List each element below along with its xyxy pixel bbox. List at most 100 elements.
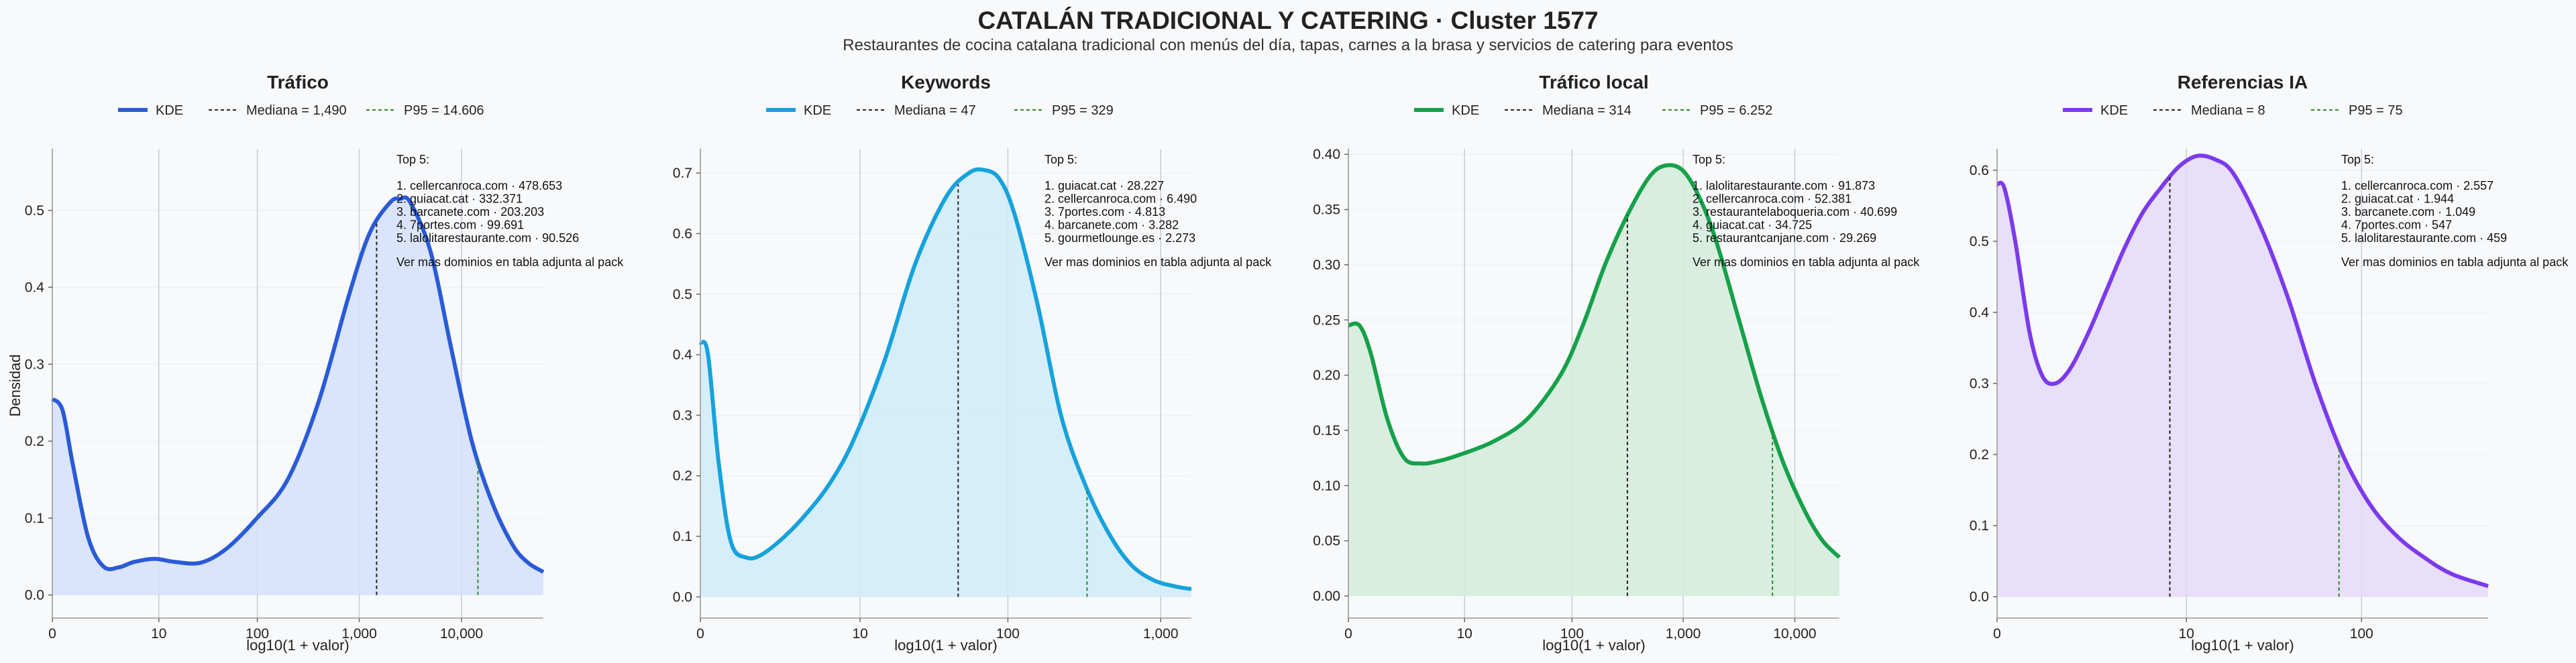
x-tick-label: 100 xyxy=(2350,626,2373,642)
top5-item: 5. lalolitarestaurante.com · 90.526 xyxy=(396,231,579,245)
kde-line xyxy=(50,195,545,574)
y-tick-label: 0.6 xyxy=(1970,163,1989,178)
x-axis-label: log10(1 + valor) xyxy=(1542,637,1645,654)
x-axis-label: log10(1 + valor) xyxy=(246,637,349,654)
legend: KDE Mediana = 314 P95 = 6.252 xyxy=(1414,103,1772,118)
y-tick-label: 0.35 xyxy=(1313,202,1340,218)
legend: KDE Mediana = 8 P95 = 75 xyxy=(2063,103,2403,118)
y-tick-label: 0.2 xyxy=(1970,447,1989,463)
figure-subtitle: Restaurantes de cocina catalana tradicio… xyxy=(843,36,1733,54)
y-tick-label: 0.2 xyxy=(673,469,692,484)
y-tick-label: 0.3 xyxy=(1970,376,1989,391)
top5-item: 4. 7portes.com · 547 xyxy=(2341,219,2452,232)
y-tick-label: 0.6 xyxy=(673,226,692,241)
y-tick-label: 0.00 xyxy=(1313,589,1340,604)
top5-title: Top 5: xyxy=(396,153,429,166)
top5-title: Top 5: xyxy=(1044,153,1077,166)
y-tick-label: 0.25 xyxy=(1313,312,1340,328)
y-tick-label: 0.7 xyxy=(673,166,692,181)
top5-item: 3. 7portes.com · 4.813 xyxy=(1044,205,1165,219)
top5-note: Ver mas dominios en tabla adjunta al pac… xyxy=(1044,255,1272,269)
panel-title: Tráfico xyxy=(267,72,329,93)
y-tick-label: 0.0 xyxy=(25,588,44,603)
top5-item: 2. guiacat.cat · 332.371 xyxy=(396,192,523,206)
top5-item: 2. cellercanroca.com · 6.490 xyxy=(1044,192,1197,206)
top5-item: 3. barcanete.com · 203.203 xyxy=(396,205,544,219)
x-tick-label: 10 xyxy=(151,626,166,642)
x-tick-label: 1,000 xyxy=(1666,626,1701,642)
y-tick-label: 0.1 xyxy=(25,511,44,526)
top5-item: 4. barcanete.com · 3.282 xyxy=(1044,219,1179,232)
top5-item: 5. restaurantcanjane.com · 29.269 xyxy=(1693,231,1876,245)
legend-p95-label: P95 = 6.252 xyxy=(1700,103,1772,118)
kde-area xyxy=(52,198,543,595)
y-tick-label: 0.2 xyxy=(25,434,44,449)
figure-title: CATALÁN TRADICIONAL Y CATERING · Cluster… xyxy=(977,7,1599,34)
x-tick-label: 10,000 xyxy=(1773,626,1816,642)
y-tick-label: 0.05 xyxy=(1313,534,1340,549)
x-tick-label: 0 xyxy=(1344,626,1352,642)
x-tick-label: 10 xyxy=(1457,626,1472,642)
legend-median-label: Mediana = 1,490 xyxy=(246,103,347,118)
x-tick-label: 1,000 xyxy=(341,626,377,642)
legend-p95-label: P95 = 14.606 xyxy=(404,103,484,118)
y-tick-label: 0.4 xyxy=(1970,305,1990,320)
panel-title: Keywords xyxy=(901,72,991,93)
legend-kde-label: KDE xyxy=(1452,103,1479,118)
y-tick-label: 0.0 xyxy=(1970,589,1989,605)
panel-title: Tráfico local xyxy=(1539,72,1648,93)
chart-panel-1: Tráfico KDE Mediana = 1,490 P95 = 14.606 0.0… xyxy=(25,72,624,654)
legend-p95-label: P95 = 329 xyxy=(1052,103,1114,118)
x-axis-label: log10(1 + valor) xyxy=(2191,637,2294,654)
y-tick-label: 0.5 xyxy=(25,203,44,219)
x-tick-label: 100 xyxy=(246,626,269,642)
top5-item: 5. gourmetlounge.es · 2.273 xyxy=(1044,231,1195,245)
legend-median-label: Mediana = 8 xyxy=(2191,103,2265,118)
top5-note: Ver mas dominios en tabla adjunta al pac… xyxy=(396,255,624,269)
top5-note: Ver mas dominios en tabla adjunta al pac… xyxy=(2341,255,2569,269)
top5-item: 1. cellercanroca.com · 478.653 xyxy=(396,179,562,192)
kde-line xyxy=(1996,154,2489,589)
top5-item: 4. guiacat.cat · 34.725 xyxy=(1693,219,1812,232)
top5-item: 1. guiacat.cat · 28.227 xyxy=(1044,179,1164,192)
y-tick-label: 0.1 xyxy=(1970,518,1989,534)
legend: KDE Mediana = 1,490 P95 = 14.606 xyxy=(118,103,484,118)
chart-panel-2: Keywords KDE Mediana = 47 P95 = 329 0.0 0.1 0.… xyxy=(673,72,1272,654)
kde-line xyxy=(1348,163,1841,559)
x-tick-label: 0 xyxy=(48,626,56,642)
x-tick-label: 1,000 xyxy=(1143,626,1179,642)
x-tick-label: 0 xyxy=(696,626,704,642)
y-tick-label: 0.4 xyxy=(25,280,45,296)
top5-item: 1. cellercanroca.com · 2.557 xyxy=(2341,179,2493,192)
y-tick-label: 0.0 xyxy=(673,589,692,605)
top5-item: 3. barcanete.com · 1.049 xyxy=(2341,205,2475,219)
top5-item: 2. cellercanroca.com · 52.381 xyxy=(1693,192,1851,206)
legend-p95-label: P95 = 75 xyxy=(2349,103,2403,118)
top5-item: 1. lalolitarestaurante.com · 91.873 xyxy=(1693,179,1875,192)
kde-area xyxy=(1348,165,1839,597)
x-axis-label: log10(1 + valor) xyxy=(894,637,997,654)
y-tick-label: 0.3 xyxy=(25,357,44,372)
x-tick-label: 10 xyxy=(852,626,867,642)
top5-item: 2. guiacat.cat · 1.944 xyxy=(2341,192,2454,206)
top5-item: 5. lalolitarestaurante.com · 459 xyxy=(2341,231,2507,245)
y-tick-label: 0.20 xyxy=(1313,368,1340,383)
legend-median-label: Mediana = 314 xyxy=(1542,103,1631,118)
top5-item: 3. restaurantelaboqueria.com · 40.699 xyxy=(1693,205,1897,219)
top5-item: 4. 7portes.com · 99.691 xyxy=(396,219,524,232)
y-tick-label: 0.4 xyxy=(673,347,693,363)
y-tick-label: 0.3 xyxy=(673,408,692,423)
chart-panel-3: Tráfico local KDE Mediana = 314 P95 = 6.252… xyxy=(1313,72,1920,654)
y-tick-label: 0.5 xyxy=(1970,234,1989,249)
x-tick-label: 10,000 xyxy=(440,626,483,642)
top5-title: Top 5: xyxy=(1693,153,1725,166)
y-tick-label: 0.15 xyxy=(1313,423,1340,438)
kde-area xyxy=(700,170,1191,597)
legend-kde-label: KDE xyxy=(156,103,183,118)
y-tick-label: 0.1 xyxy=(673,529,692,544)
legend-kde-label: KDE xyxy=(2100,103,2128,118)
